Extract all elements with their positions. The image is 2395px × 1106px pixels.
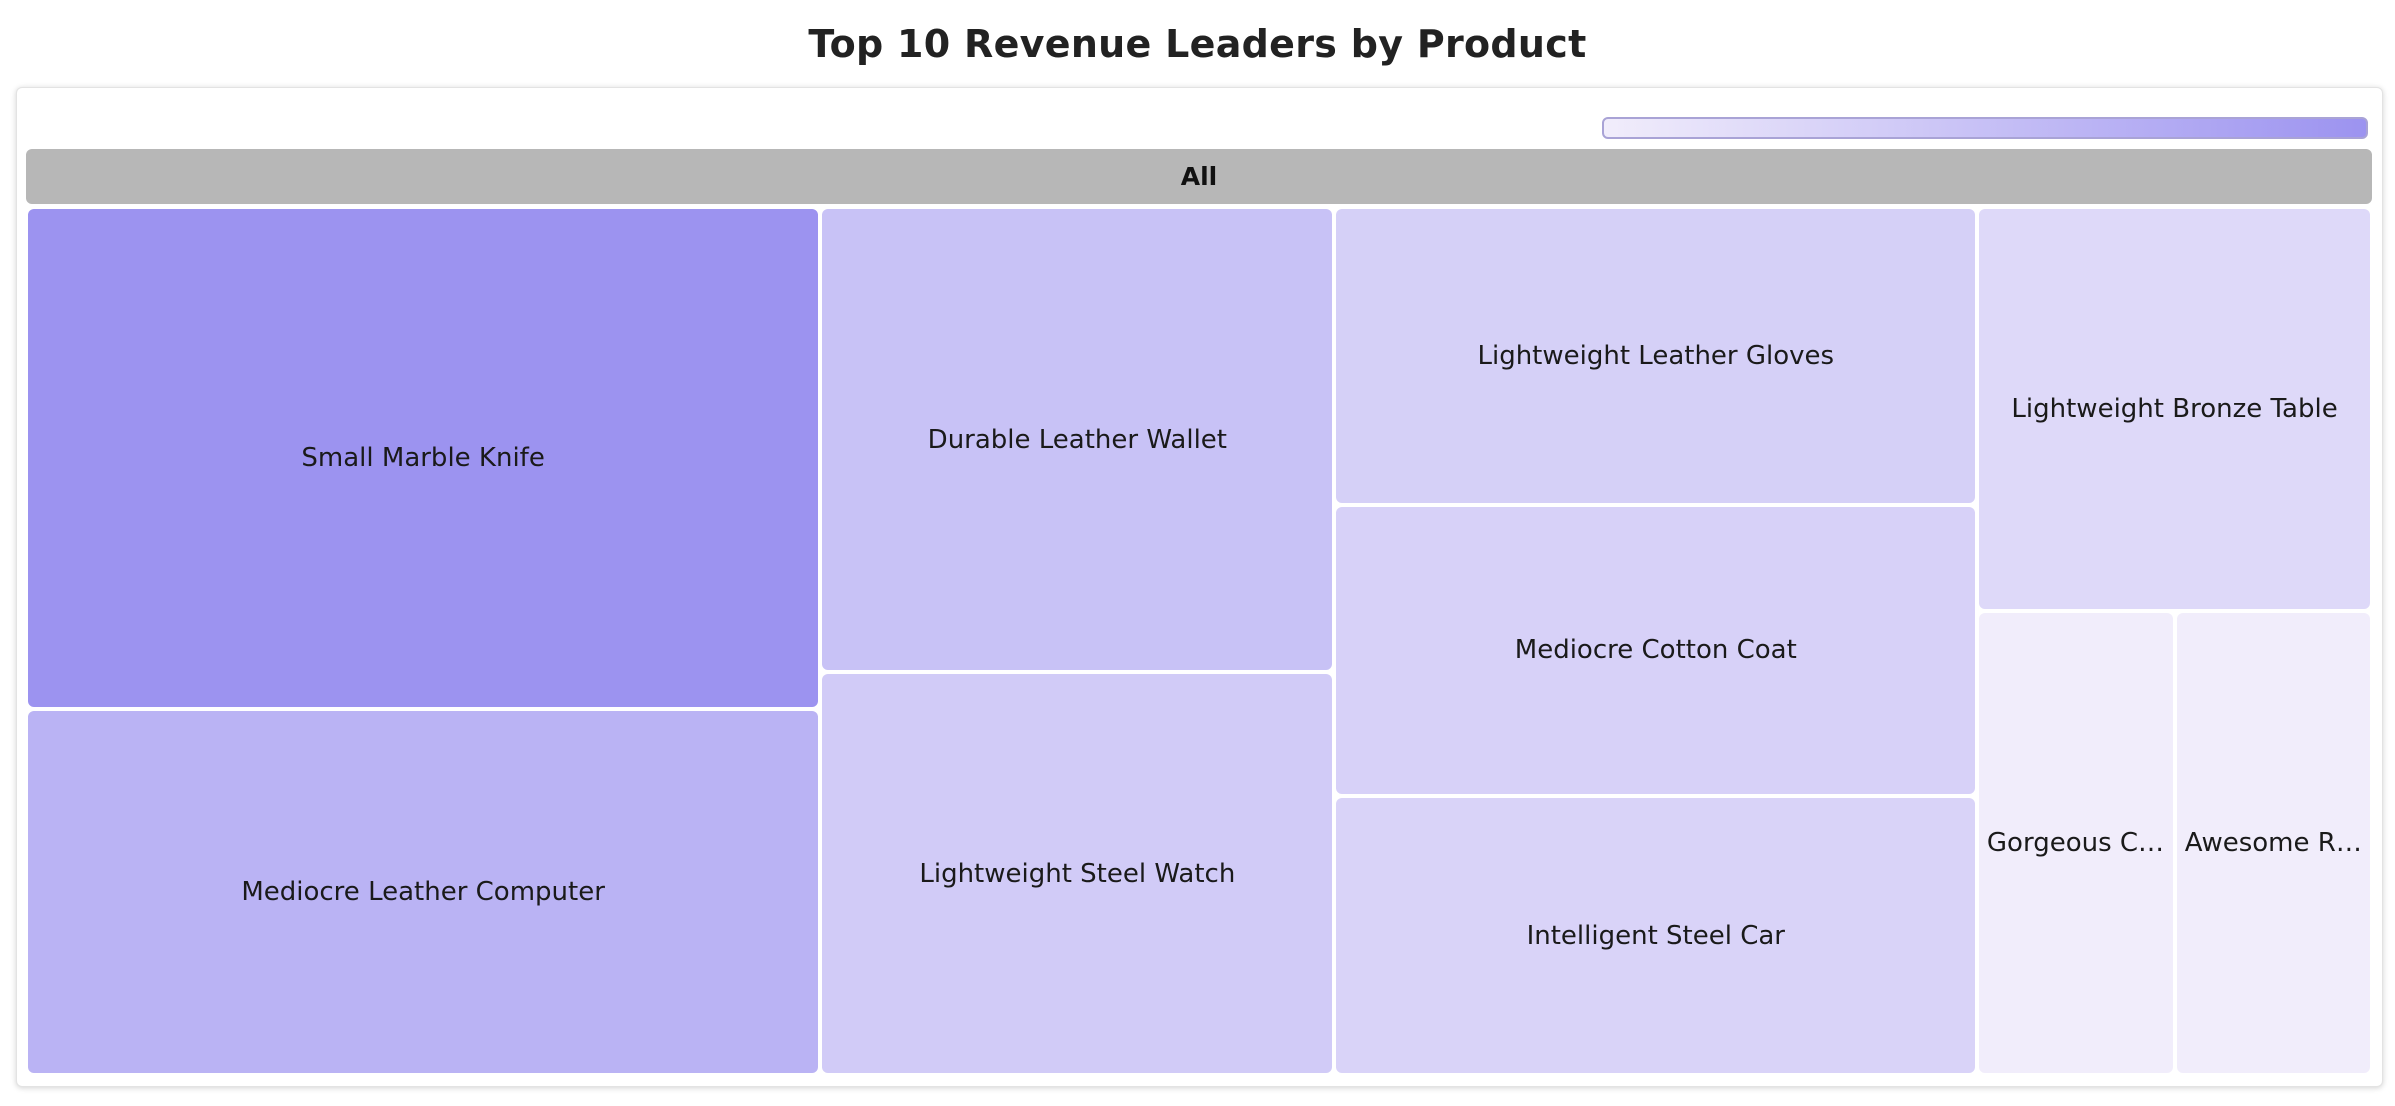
treemap-tile-label: Small Marble Knife [301,442,545,473]
treemap-tile-label: Mediocre Leather Computer [241,876,605,907]
treemap-tile[interactable]: Mediocre Cotton Coat [1336,506,1976,794]
treemap-tile-label: Gorgeous Co… [1986,827,2165,858]
treemap-tile-label: Durable Leather Wallet [927,424,1227,455]
treemap-tile[interactable]: Lightweight Bronze Table [1979,209,2370,609]
treemap-tile-label: Intelligent Steel Car [1526,920,1785,951]
treemap-tile[interactable]: Intelligent Steel Car [1336,798,1976,1073]
treemap-tile-label: Lightweight Steel Watch [919,858,1236,889]
treemap-tile[interactable]: Lightweight Leather Gloves [1336,209,1976,503]
treemap-tile[interactable]: Small Marble Knife [28,209,819,707]
treemap-root-all[interactable]: All [26,149,2372,204]
treemap-tile-label: Lightweight Leather Gloves [1477,340,1835,371]
treemap-tile-label: Awesome R… [2184,827,2362,858]
treemap-tile[interactable]: Mediocre Leather Computer [28,710,819,1073]
treemap-tile[interactable]: Gorgeous Co… [1979,612,2173,1073]
treemap-tile-label: Lightweight Bronze Table [2011,393,2338,424]
treemap-tile[interactable]: Lightweight Steel Watch [822,674,1333,1073]
treemap-tile[interactable]: Awesome R… [2176,612,2370,1073]
treemap-tile-label: Mediocre Cotton Coat [1514,635,1797,666]
chart-title: Top 10 Revenue Leaders by Product [808,22,1587,66]
treemap-tile[interactable]: Durable Leather Wallet [822,209,1333,670]
color-scale-bar [1602,117,2368,139]
